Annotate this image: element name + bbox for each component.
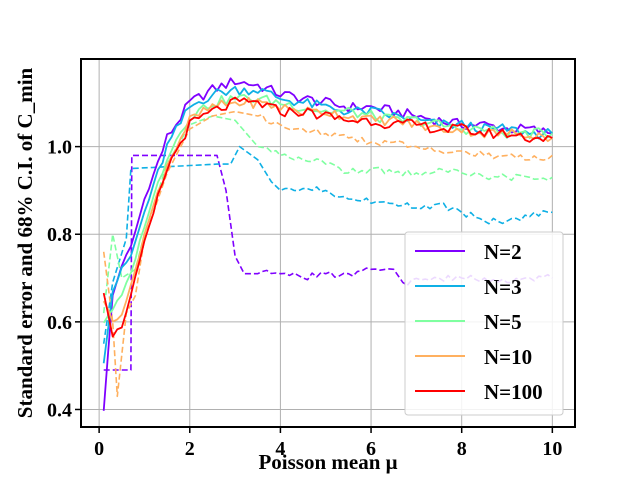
plot-frame [80,58,576,428]
legend-label-n5: N=5 [484,310,522,334]
x-tick-label: 8 [457,438,467,460]
axis-ticks: 0 2 4 6 8 10 0.4 0.6 0.8 1.0 [47,137,562,460]
legend-box [404,231,564,416]
legend-label-n10: N=10 [484,345,532,369]
x-axis-label: Poisson mean μ [258,450,397,474]
y-axis-label: Standard error and 68% C.I. of C_min [13,67,37,418]
y-tick-label: 0.4 [47,399,72,421]
series-layer [102,77,553,411]
legend-label-n2: N=2 [484,240,522,264]
x-tick-label: 10 [542,438,562,460]
x-tick-label: 6 [366,438,376,460]
ci-line-n5 [102,115,553,314]
y-tick-label: 1.0 [47,137,72,159]
series-line-n100 [102,96,553,338]
legend-label-n3: N=3 [484,275,522,299]
x-tick-label: 2 [185,438,195,460]
legend: N=2 N=3 N=5 N=10 N=100 [404,231,564,416]
y-tick-label: 0.6 [47,312,72,334]
ci-line-n3 [102,145,553,344]
series-line-n2 [102,77,553,411]
ci-line-n10 [102,110,553,398]
x-tick-label: 4 [275,438,285,460]
legend-label-n100: N=100 [484,380,543,404]
x-tick-label: 0 [94,438,104,460]
y-tick-label: 0.8 [47,224,72,246]
